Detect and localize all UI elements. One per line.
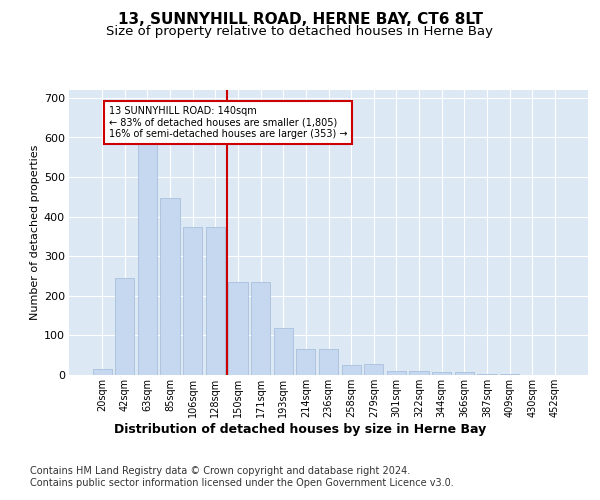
Bar: [206, 226, 225, 375]
Text: Distribution of detached houses by size in Herne Bay: Distribution of detached houses by size …: [114, 422, 486, 436]
Bar: [477, 374, 497, 375]
Y-axis label: Number of detached properties: Number of detached properties: [29, 145, 40, 320]
Bar: [432, 372, 451, 375]
Text: 13, SUNNYHILL ROAD, HERNE BAY, CT6 8LT: 13, SUNNYHILL ROAD, HERNE BAY, CT6 8LT: [118, 12, 482, 28]
Bar: [296, 350, 316, 375]
Bar: [229, 282, 248, 375]
Bar: [500, 374, 519, 375]
Bar: [341, 365, 361, 375]
Text: Size of property relative to detached houses in Herne Bay: Size of property relative to detached ho…: [107, 25, 493, 38]
Bar: [251, 282, 270, 375]
Bar: [115, 278, 134, 375]
Bar: [160, 198, 180, 375]
Text: Contains HM Land Registry data © Crown copyright and database right 2024.: Contains HM Land Registry data © Crown c…: [30, 466, 410, 476]
Text: 13 SUNNYHILL ROAD: 140sqm
← 83% of detached houses are smaller (1,805)
16% of se: 13 SUNNYHILL ROAD: 140sqm ← 83% of detac…: [109, 106, 347, 139]
Bar: [364, 364, 383, 375]
Bar: [183, 226, 202, 375]
Text: Contains public sector information licensed under the Open Government Licence v3: Contains public sector information licen…: [30, 478, 454, 488]
Bar: [409, 371, 428, 375]
Bar: [319, 350, 338, 375]
Bar: [138, 144, 157, 375]
Bar: [455, 372, 474, 375]
Bar: [387, 371, 406, 375]
Bar: [92, 369, 112, 375]
Bar: [274, 328, 293, 375]
